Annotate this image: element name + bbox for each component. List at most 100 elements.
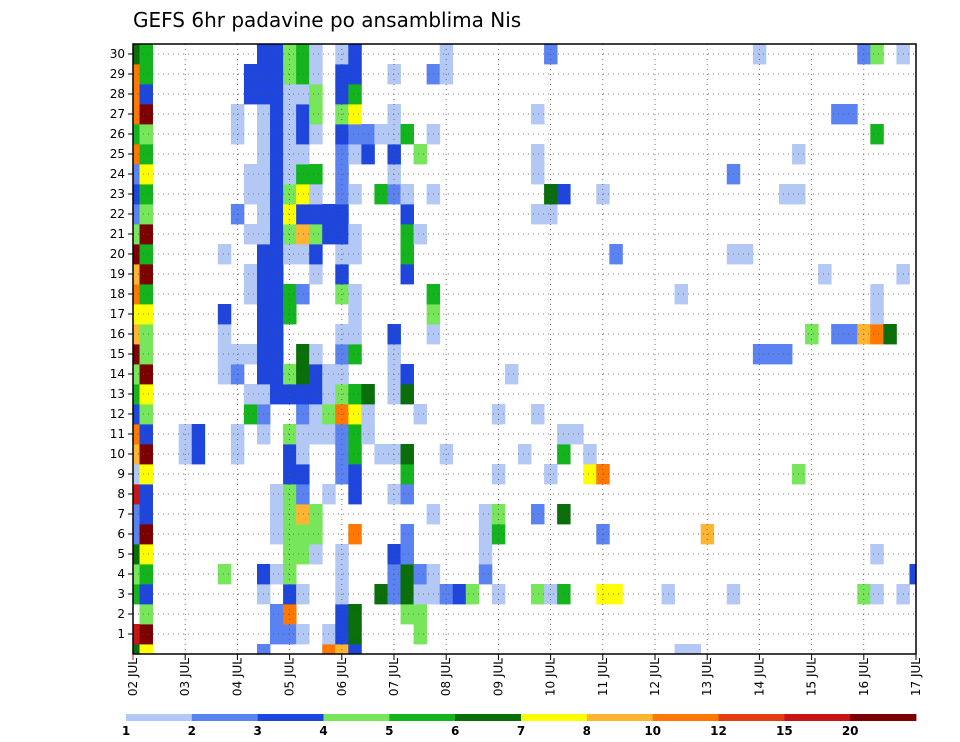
heatmap-cell <box>400 184 414 205</box>
x-tick-label: 04 JUL <box>230 658 244 696</box>
heatmap-cell <box>133 304 140 325</box>
x-axis: 02 JUL 03 JUL 04 JUL 05 JUL 06 JUL 07 JUL 08 J… <box>126 654 923 696</box>
heatmap-cell <box>348 124 362 145</box>
y-tick-label: 21 <box>110 227 125 241</box>
heatmap-cell <box>139 204 153 225</box>
heatmap-cell <box>570 424 584 445</box>
x-tick-label: 15 JUL <box>805 658 819 696</box>
heatmap-cell <box>348 524 362 545</box>
heatmap-cell <box>348 64 362 85</box>
x-tick-label: 11 JUL <box>596 658 610 696</box>
heatmap-cells <box>133 44 917 655</box>
heatmap-cell <box>583 444 597 465</box>
heatmap-cell <box>400 244 414 265</box>
heatmap-cell <box>139 604 153 625</box>
heatmap-cell <box>270 624 284 645</box>
heatmap-cell <box>400 224 414 245</box>
y-tick-label: 1 <box>117 627 125 641</box>
heatmap-cell <box>133 44 140 65</box>
y-tick-label: 24 <box>110 167 125 181</box>
heatmap-cell <box>270 304 284 325</box>
y-tick-label: 8 <box>117 487 125 501</box>
colorbar-swatch <box>850 714 917 721</box>
heatmap-cell <box>133 464 140 485</box>
heatmap-cell <box>478 544 493 565</box>
heatmap-cell <box>348 484 362 505</box>
heatmap-cell <box>504 364 519 385</box>
colorbar-swatch <box>257 714 324 721</box>
heatmap-cell <box>531 164 545 185</box>
heatmap-cell <box>296 544 310 565</box>
heatmap-cell <box>270 144 284 165</box>
heatmap-cell <box>270 344 284 365</box>
heatmap-cell <box>687 644 702 655</box>
heatmap-cell <box>139 44 153 65</box>
heatmap-cell <box>531 504 545 525</box>
heatmap-cell <box>133 564 140 585</box>
heatmap-cell <box>133 504 140 525</box>
heatmap-cell <box>309 524 323 545</box>
heatmap-cell <box>296 64 310 85</box>
heatmap-cell <box>531 204 545 225</box>
heatmap-cell <box>778 184 793 205</box>
heatmap-cell <box>139 464 153 485</box>
heatmap-cell <box>139 184 153 205</box>
colorbar-swatch <box>586 714 654 721</box>
heatmap-cell <box>400 444 414 465</box>
heatmap-cell <box>217 364 232 385</box>
y-tick-label: 4 <box>117 567 125 581</box>
heatmap-cell <box>133 124 140 145</box>
heatmap-cell <box>870 44 884 65</box>
heatmap-cell <box>296 484 310 505</box>
heatmap-cell <box>139 484 153 505</box>
heatmap-cell <box>133 644 140 655</box>
colorbar-label: 4 <box>319 724 327 738</box>
heatmap-cell <box>413 224 428 245</box>
heatmap-cell <box>243 404 258 425</box>
heatmap-cell <box>531 404 545 425</box>
heatmap-cell <box>133 284 140 305</box>
y-tick-label: 27 <box>110 107 125 121</box>
heatmap-cell <box>309 164 323 185</box>
heatmap-cell <box>609 244 623 265</box>
heatmap-cell <box>296 384 310 405</box>
y-tick-label: 22 <box>110 207 125 221</box>
heatmap-cell <box>517 444 532 465</box>
heatmap-cell <box>133 204 140 225</box>
heatmap-cell <box>270 284 284 305</box>
heatmap-cell <box>270 264 284 285</box>
heatmap-cell <box>870 284 884 305</box>
colorbar-label: 2 <box>188 724 196 738</box>
heatmap-cell <box>348 404 362 425</box>
heatmap-cell <box>133 84 140 105</box>
heatmap-cell <box>243 284 258 305</box>
x-tick-label: 10 JUL <box>544 658 558 696</box>
colorbar-label: 12 <box>710 724 727 738</box>
heatmap-cell <box>348 44 362 65</box>
heatmap-cell <box>270 84 284 105</box>
heatmap-cell <box>296 164 310 185</box>
heatmap-cell <box>870 584 884 605</box>
heatmap-cell <box>309 244 323 265</box>
y-tick-label: 19 <box>110 267 125 281</box>
heatmap-cell <box>309 44 323 65</box>
x-tick-label: 08 JUL <box>439 658 453 696</box>
heatmap-cell <box>413 404 428 425</box>
y-tick-label: 14 <box>110 367 125 381</box>
heatmap-cell <box>413 604 428 625</box>
heatmap-cell <box>243 384 258 405</box>
heatmap-cell <box>139 284 153 305</box>
heatmap-cell <box>478 504 493 525</box>
x-tick-label: 05 JUL <box>283 658 297 696</box>
heatmap-cell <box>296 424 310 445</box>
heatmap-cell <box>400 364 414 385</box>
x-tick-label: 13 JUL <box>700 658 714 696</box>
colorbar: 1 2 3 4 5 6 7 8 10 12 15 20 <box>122 714 917 738</box>
heatmap-cell <box>583 464 597 485</box>
heatmap-cell <box>139 344 153 365</box>
heatmap-cell <box>133 444 140 465</box>
heatmap-cell <box>270 44 284 65</box>
heatmap-cell <box>133 484 140 505</box>
heatmap-cell <box>674 284 689 305</box>
heatmap-cell <box>270 604 284 625</box>
